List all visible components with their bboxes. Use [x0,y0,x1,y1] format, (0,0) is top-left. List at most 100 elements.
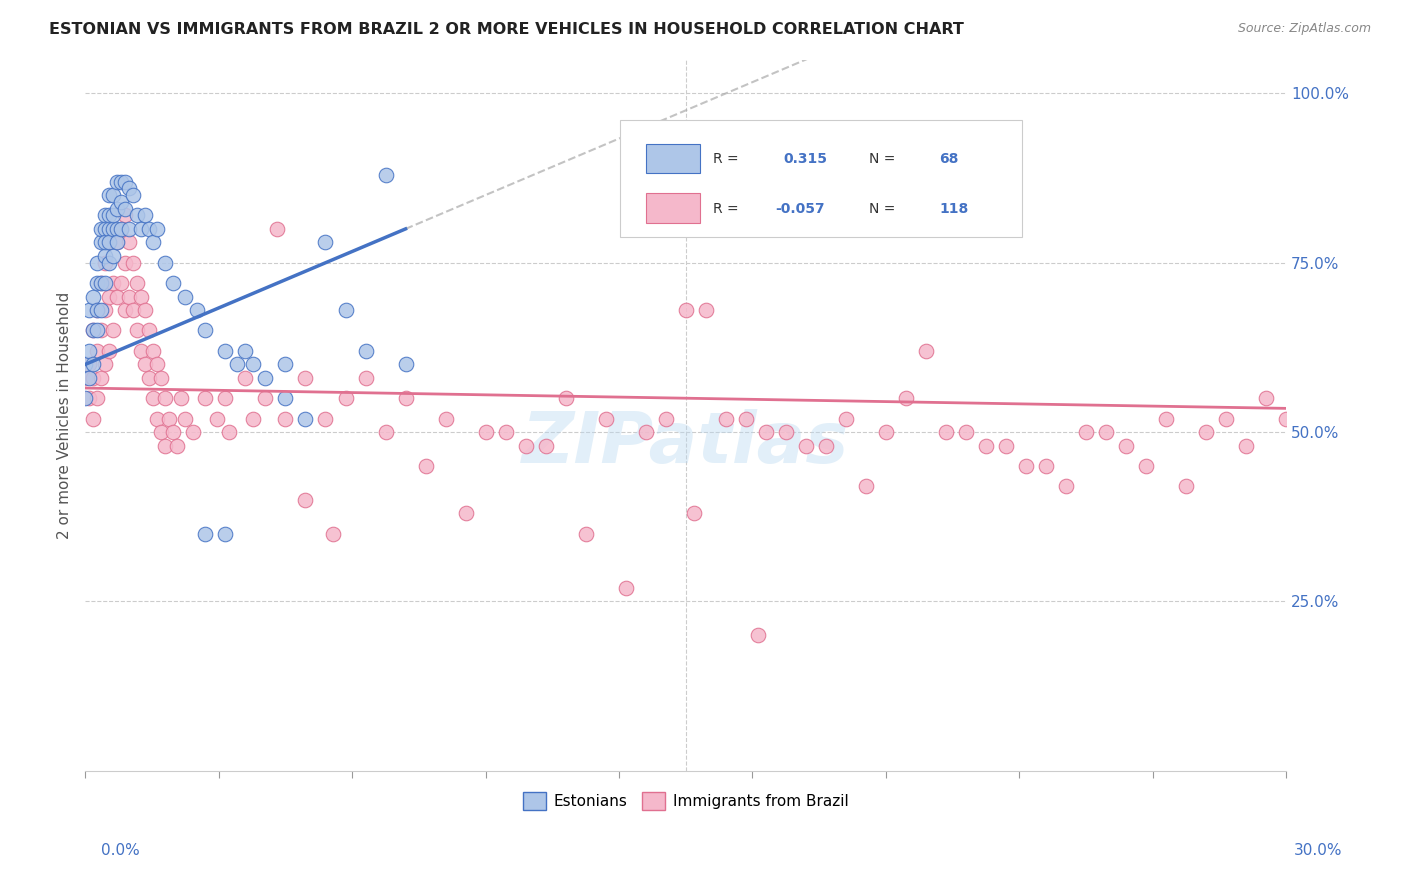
Point [98,235,121,250]
Point [214,343,236,358]
Point [105,202,128,216]
Point [214,526,236,541]
Point [90,222,112,236]
Text: 0.315: 0.315 [783,153,827,166]
Point [894,391,917,405]
Text: 30.0%: 30.0% [1295,843,1343,858]
Point [98,222,121,236]
Point [94,235,117,250]
Point [554,391,576,405]
Point [1035,458,1057,473]
Text: 0.0%: 0.0% [101,843,141,858]
Point [94,256,117,270]
Point [94,222,117,236]
Point [155,256,177,270]
Point [138,222,160,236]
Point [118,181,141,195]
Point [114,174,136,188]
Point [110,174,132,188]
Point [110,222,132,236]
Point [146,222,169,236]
Point [122,256,145,270]
Point [1135,458,1157,473]
Point [94,249,117,263]
Point [335,391,357,405]
Point [186,303,208,318]
Point [415,458,437,473]
Point [138,324,160,338]
Point [162,425,184,439]
Text: N =: N = [869,153,900,166]
Point [266,222,288,236]
Point [1234,439,1257,453]
Point [734,411,756,425]
Point [254,371,277,385]
Point [235,343,257,358]
Point [86,343,108,358]
Point [82,290,104,304]
Point [98,188,121,202]
Point [214,391,236,405]
Point [142,391,165,405]
Point [515,439,537,453]
Point [747,628,769,642]
Point [105,290,128,304]
Point [90,324,112,338]
Point [875,425,897,439]
Point [162,276,184,290]
Point [90,276,112,290]
Point [103,249,125,263]
Point [118,235,141,250]
Point [714,411,737,425]
Point [1054,479,1077,493]
Point [294,492,316,507]
Point [110,194,132,209]
Point [994,439,1017,453]
Point [127,276,149,290]
Point [575,526,598,541]
Point [955,425,977,439]
Point [914,343,936,358]
Point [79,371,101,385]
Point [294,371,316,385]
Point [315,235,337,250]
Point [103,222,125,236]
Point [174,290,197,304]
Point [75,371,97,385]
Point [105,235,128,250]
Point [218,425,240,439]
Point [155,439,177,453]
Text: -0.057: -0.057 [776,202,825,216]
Point [194,391,217,405]
Point [1254,391,1277,405]
Point [134,208,156,222]
Point [122,188,145,202]
Point [1154,411,1177,425]
Point [335,303,357,318]
Point [98,208,121,222]
Point [235,371,257,385]
Point [79,303,101,318]
Legend: Estonians, Immigrants from Brazil: Estonians, Immigrants from Brazil [516,786,855,816]
Text: N =: N = [869,202,900,216]
Point [1195,425,1218,439]
Point [315,411,337,425]
Point [118,290,141,304]
Point [207,411,229,425]
Point [134,357,156,371]
Point [127,208,149,222]
Point [86,303,108,318]
Point [114,256,136,270]
Point [155,391,177,405]
Point [103,188,125,202]
Point [157,411,180,425]
Point [114,202,136,216]
Point [434,411,457,425]
Point [82,357,104,371]
Point [131,222,153,236]
Point [94,303,117,318]
Point [274,391,297,405]
Point [122,303,145,318]
Point [94,208,117,222]
Point [1275,411,1298,425]
